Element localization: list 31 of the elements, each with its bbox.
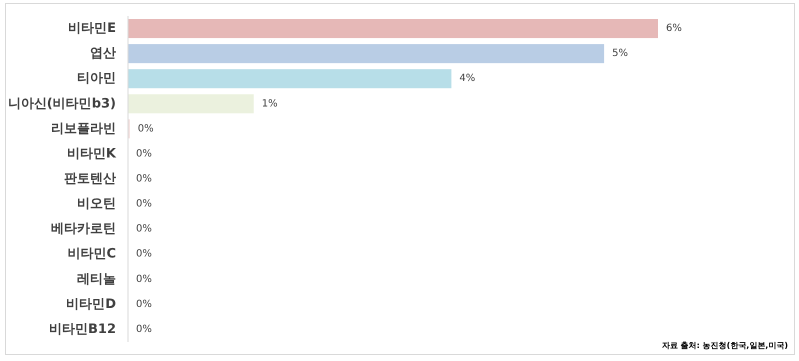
y-tick-label: 레티놀 (77, 272, 116, 287)
y-tick-label: 베타카로틴 (51, 222, 116, 237)
y-tick-label: 판토텐산 (64, 172, 116, 186)
y-tick-label: 비타민B12 (49, 322, 116, 337)
bar (128, 94, 254, 114)
data-label: 0% (136, 298, 152, 310)
data-label: 0% (138, 123, 154, 134)
y-tick-label: 비타민E (68, 21, 116, 36)
y-tick-label: 티아민 (77, 71, 116, 86)
y-tick-label: 비오틴 (77, 196, 116, 212)
data-label: 6% (666, 23, 682, 34)
y-tick-label: 비타민D (66, 296, 116, 312)
text: 자료 출처: 농진청(한국,일본,미국) (662, 341, 788, 350)
y-tick-label: 니아신(비타민b3) (8, 96, 116, 112)
bar (128, 44, 604, 64)
y-tick-label: 비타민C (67, 246, 116, 262)
y-tick-label: 비타민K (66, 146, 117, 162)
data-label: 4% (459, 73, 476, 84)
y-tick-label: 엽산 (90, 46, 116, 62)
data-label: 0% (136, 224, 152, 235)
bar (128, 19, 658, 38)
data-label: 0% (136, 274, 152, 285)
bar (128, 69, 452, 88)
data-label: 0% (136, 324, 152, 335)
y-tick-label: 리보플라빈 (51, 121, 116, 136)
data-label: 0% (136, 248, 152, 260)
data-label: 0% (136, 174, 152, 184)
data-label: 0% (136, 198, 152, 210)
data-label: 1% (262, 98, 278, 110)
data-label: 5% (612, 48, 628, 60)
data-label: 0% (136, 148, 152, 160)
